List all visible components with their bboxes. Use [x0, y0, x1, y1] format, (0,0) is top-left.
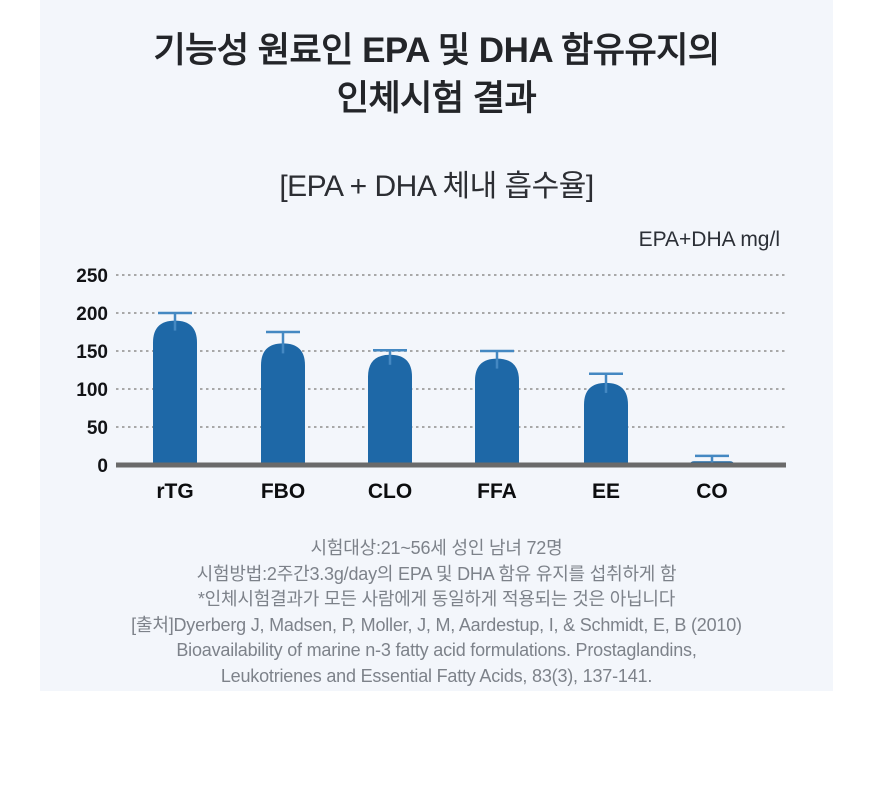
x-category-label-EE: EE — [592, 480, 620, 503]
bar-chart: 0 50 100 150 200 250 rTG FBO CLO FFA EE CO — [40, 250, 833, 535]
footnote-citation-authors: [출처]Dyerberg J, Madsen, P, Moller, J, M,… — [131, 614, 742, 635]
footnote-citation-journal: Leukotrienes and Essential Fatty Acids, … — [220, 665, 653, 686]
bar-rTG — [153, 320, 197, 465]
x-category-label-CO: CO — [696, 480, 728, 503]
x-category-label-CLO: CLO — [368, 480, 412, 503]
footnote-citation-title: Bioavailability of marine n-3 fatty acid… — [176, 640, 697, 660]
bar-CLO — [368, 354, 412, 465]
y-tick-label-100: 100 — [76, 380, 108, 401]
page-title: 기능성 원료인 EPA 및 DHA 함유유지의 인체시험 결과 — [40, 27, 833, 123]
bar-chart-svg: 0 50 100 150 200 250 rTG FBO CLO FFA EE CO — [76, 266, 786, 503]
y-tick-label-250: 250 — [76, 266, 108, 287]
bar-EE — [584, 382, 628, 465]
infographic-panel: 기능성 원료인 EPA 및 DHA 함유유지의 인체시험 결과 [EPA + D… — [40, 0, 833, 691]
y-axis-unit-label: EPA+DHA mg/l — [638, 228, 780, 251]
y-tick-label-0: 0 — [97, 456, 108, 477]
page-title-line1: 기능성 원료인 EPA 및 DHA 함유유지의 — [153, 31, 720, 70]
bar-FBO — [261, 343, 305, 465]
x-category-label-FBO: FBO — [261, 480, 305, 503]
chart-subtitle: [EPA + DHA 체내 흡수율] — [279, 170, 594, 203]
footnote-disclaimer: *인체시험결과가 모든 사람에게 동일하게 적용되는 것은 아닙니다 — [197, 589, 676, 609]
y-tick-label-50: 50 — [87, 418, 108, 439]
bar-FFA — [475, 358, 519, 465]
footnote-subjects: 시험대상:21~56세 성인 남녀 72명 — [310, 538, 563, 558]
footnote-method: 시험방법:2주간3.3g/day의 EPA 및 DHA 함유 유지를 섭취하게 … — [196, 563, 677, 584]
y-tick-label-200: 200 — [76, 304, 108, 325]
x-category-label-rTG: rTG — [156, 480, 193, 503]
footnotes: 시험대상:21~56세 성인 남녀 72명 시험방법:2주간3.3g/day의 … — [40, 536, 833, 689]
y-tick-label-150: 150 — [76, 342, 108, 363]
x-category-label-FFA: FFA — [477, 480, 517, 503]
page-title-line2: 인체시험 결과 — [336, 79, 537, 118]
